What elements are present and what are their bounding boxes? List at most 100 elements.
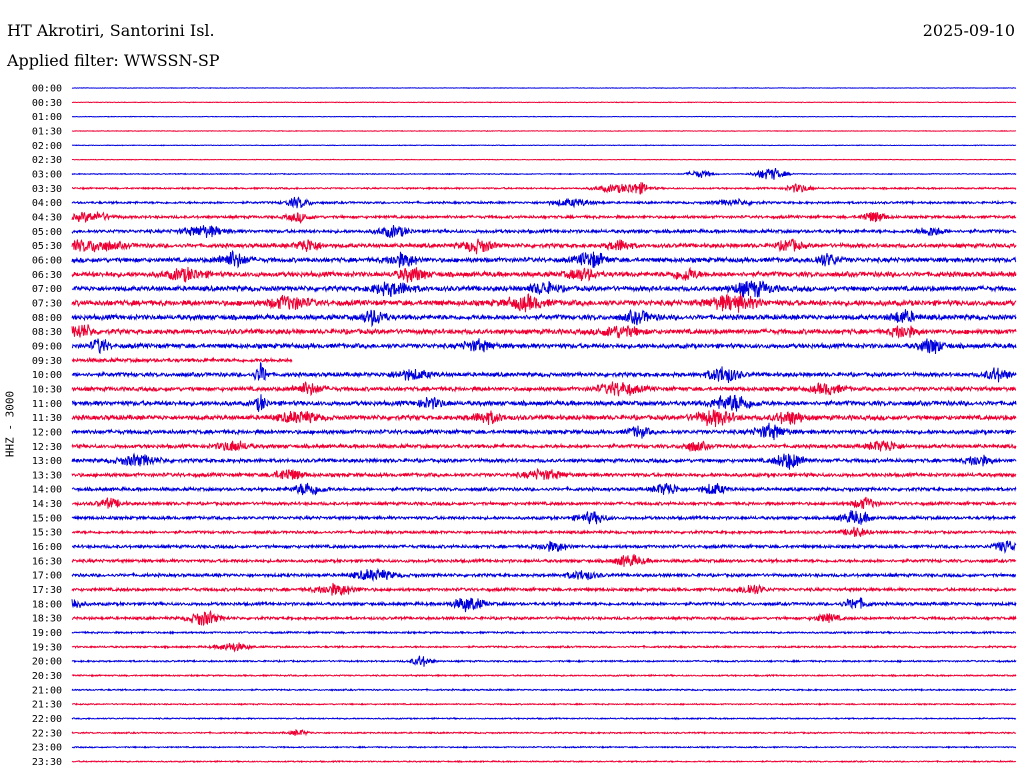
- time-label: 04:00: [32, 198, 62, 209]
- time-label: 00:00: [32, 84, 62, 95]
- trace-line: [71, 630, 1017, 636]
- time-label: 05:30: [32, 241, 62, 252]
- time-label: 14:30: [32, 499, 62, 510]
- trace-line: [71, 308, 1017, 328]
- trace-line: [71, 422, 1017, 441]
- time-label: 09:00: [32, 341, 62, 352]
- trace-line: [71, 338, 1017, 355]
- filter-label: Applied filter: WWSSN-SP: [7, 51, 220, 70]
- time-label: 20:00: [32, 657, 62, 668]
- time-label: 06:00: [32, 256, 62, 267]
- trace-line: [71, 482, 1017, 496]
- station-title: HT Akrotiri, Santorini Isl.: [7, 21, 215, 40]
- time-label: 15:30: [32, 528, 62, 539]
- time-label: 03:30: [32, 184, 62, 195]
- trace-line: [71, 526, 1017, 537]
- time-label: 06:30: [32, 270, 62, 281]
- trace-line: [71, 356, 293, 364]
- trace-line: [71, 687, 1017, 692]
- time-label: 12:30: [32, 442, 62, 453]
- trace-line: [71, 249, 1017, 269]
- trace-line: [71, 101, 1017, 104]
- time-label: 13:00: [32, 456, 62, 467]
- trace-line: [71, 238, 1017, 255]
- trace-line: [71, 642, 1017, 653]
- trace-line: [71, 409, 1017, 428]
- time-label: 21:30: [32, 700, 62, 711]
- trace-line: [71, 266, 1017, 283]
- trace-line: [71, 168, 1017, 180]
- time-label: 11:30: [32, 413, 62, 424]
- time-label: 09:30: [32, 356, 62, 367]
- time-label: 19:30: [32, 642, 62, 653]
- time-label: 14:00: [32, 485, 62, 496]
- time-label: 18:00: [32, 599, 62, 610]
- trace-line: [71, 467, 1017, 481]
- trace-line: [71, 452, 1017, 470]
- trace-line: [71, 554, 1017, 567]
- trace-line: [71, 324, 1017, 340]
- time-label: 23:00: [32, 743, 62, 754]
- trace-line: [71, 293, 1017, 313]
- trace-line: [71, 609, 1017, 627]
- time-label: 03:00: [32, 170, 62, 181]
- time-label: 02:00: [32, 141, 62, 152]
- time-label: 11:00: [32, 399, 62, 410]
- time-label: 12:00: [32, 427, 62, 438]
- trace-line: [71, 362, 1017, 384]
- time-label: 13:30: [32, 470, 62, 481]
- time-label: 23:30: [32, 757, 62, 768]
- time-label: 02:30: [32, 155, 62, 166]
- trace-line: [71, 182, 1017, 195]
- trace-line: [71, 158, 1016, 161]
- time-label: 17:00: [32, 571, 62, 582]
- time-label: 07:30: [32, 298, 62, 309]
- trace-line: [71, 759, 1017, 764]
- time-label: 16:00: [32, 542, 62, 553]
- time-label: 10:30: [32, 384, 62, 395]
- trace-line: [71, 225, 1017, 238]
- time-label: 08:00: [32, 313, 62, 324]
- trace-line: [71, 210, 1017, 224]
- trace-line: [71, 280, 1017, 298]
- time-label: 22:30: [32, 728, 62, 739]
- trace-line: [71, 597, 1017, 613]
- time-label: 01:30: [32, 127, 62, 138]
- time-label: 08:30: [32, 327, 62, 338]
- time-label: 21:00: [32, 685, 62, 696]
- trace-line: [71, 673, 1017, 678]
- time-label: 20:30: [32, 671, 62, 682]
- time-label: 10:00: [32, 370, 62, 381]
- trace-line: [71, 510, 1017, 525]
- trace-line: [71, 567, 1017, 583]
- trace-line: [71, 655, 1017, 667]
- time-label: 15:00: [32, 513, 62, 524]
- time-label: 01:00: [32, 112, 62, 123]
- trace-line: [71, 196, 1017, 209]
- record-date: 2025-09-10: [922, 21, 1015, 40]
- time-label: 22:00: [32, 714, 62, 725]
- trace-line: [71, 87, 1017, 89]
- time-label: 18:30: [32, 614, 62, 625]
- trace-line: [71, 540, 1017, 555]
- trace-line: [71, 496, 1017, 509]
- trace-line: [71, 115, 1017, 118]
- time-label: 00:30: [32, 98, 62, 109]
- trace-line: [71, 381, 1017, 397]
- time-label: 19:00: [32, 628, 62, 639]
- time-label: 07:00: [32, 284, 62, 295]
- time-label: 04:30: [32, 213, 62, 224]
- trace-line: [71, 702, 1017, 706]
- trace-line: [71, 144, 1017, 147]
- trace-line: [71, 440, 1017, 452]
- time-label: 17:30: [32, 585, 62, 596]
- time-label: 16:30: [32, 556, 62, 567]
- trace-line: [71, 394, 1017, 412]
- time-label: 05:00: [32, 227, 62, 238]
- trace-line: [71, 582, 1017, 596]
- trace-line: [71, 745, 1017, 750]
- trace-line: [71, 129, 1017, 133]
- trace-line: [71, 716, 1017, 721]
